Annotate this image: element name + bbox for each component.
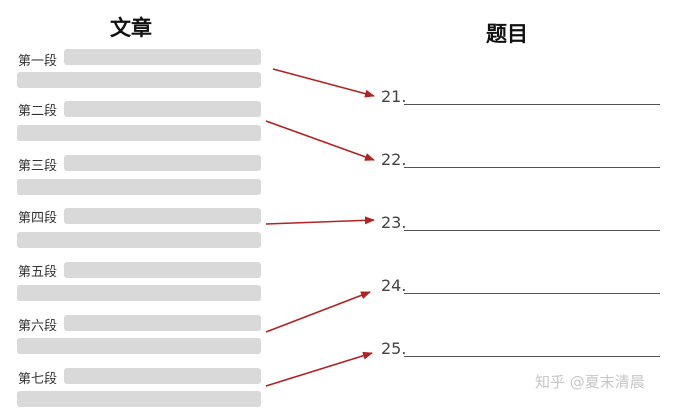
paragraph-placeholder-bar [17, 125, 261, 141]
paragraph-placeholder-bar [17, 232, 261, 248]
answer-blank [404, 104, 660, 105]
article-column-title: 文章 [110, 16, 152, 40]
answer-blank [404, 293, 660, 294]
paragraph-label: 第五段 [18, 265, 58, 280]
question-number: 23. [381, 213, 407, 232]
paragraph-placeholder-bar [64, 155, 261, 171]
question-number: 22. [381, 150, 407, 169]
paragraph-placeholder-bar [17, 285, 261, 301]
paragraph-placeholder-bar [64, 315, 261, 331]
question-number: 21. [381, 87, 407, 106]
paragraph-placeholder-bar [17, 72, 261, 88]
paragraph-placeholder-bar [17, 179, 261, 195]
questions-column-title: 题目 [486, 22, 528, 46]
paragraph-label: 第四段 [18, 211, 58, 226]
paragraph-label: 第一段 [18, 54, 58, 69]
arrow-para4-to-q23 [265, 216, 375, 225]
paragraph-placeholder-bar [17, 338, 261, 354]
paragraph-label: 第七段 [18, 372, 58, 387]
arrow-para1-to-q21 [272, 68, 375, 98]
answer-blank [404, 356, 660, 357]
paragraph-placeholder-bar [17, 391, 261, 407]
arrow-para2-to-q22 [265, 120, 375, 161]
arrow-para7-to-q25 [265, 351, 373, 387]
paragraph-label: 第六段 [18, 319, 58, 334]
arrow-para6-to-q24 [265, 291, 371, 333]
question-number: 25. [381, 339, 407, 358]
question-number: 24. [381, 276, 407, 295]
paragraph-label: 第三段 [18, 159, 58, 174]
paragraph-placeholder-bar [64, 368, 261, 384]
paragraph-placeholder-bar [64, 101, 261, 117]
paragraph-placeholder-bar [64, 208, 261, 224]
paragraph-placeholder-bar [64, 49, 261, 65]
paragraph-placeholder-bar [64, 262, 261, 278]
answer-blank [404, 230, 660, 231]
watermark-text: 知乎 @夏末清晨 [535, 373, 645, 391]
paragraph-label: 第二段 [18, 104, 58, 119]
answer-blank [404, 167, 660, 168]
